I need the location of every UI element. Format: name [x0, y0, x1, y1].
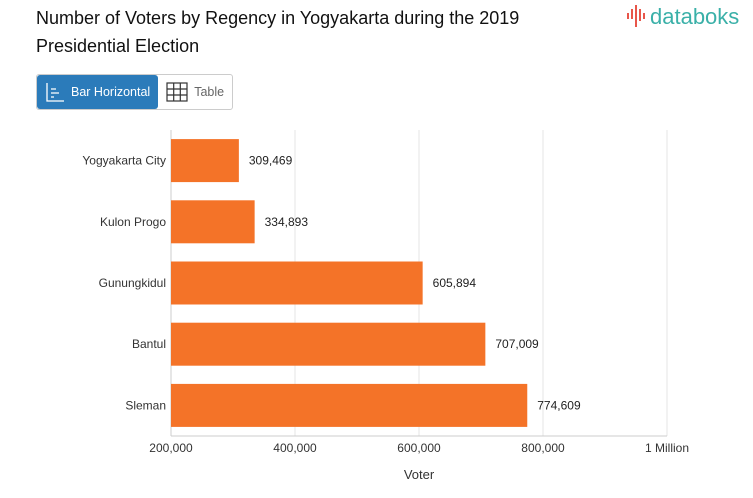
bar[interactable] [171, 200, 255, 244]
category-label: Bantul [132, 337, 166, 351]
logo-text: databoks [650, 4, 740, 29]
bar[interactable] [171, 383, 528, 427]
x-tick-label: 600,000 [397, 441, 441, 455]
table-icon [166, 82, 188, 102]
bar-horizontal-button[interactable]: Bar Horizontal [37, 75, 159, 109]
table-label: Table [194, 85, 225, 99]
data-label: 309,469 [249, 154, 293, 168]
category-label: Kulon Progo [100, 215, 166, 229]
data-label: 605,894 [433, 276, 477, 290]
x-tick-label: 200,000 [149, 441, 193, 455]
logo-bars-icon [627, 5, 645, 27]
bar[interactable] [171, 261, 423, 305]
x-axis-label: Voter [404, 467, 435, 482]
table-button[interactable]: Table [158, 75, 232, 109]
bar[interactable] [171, 139, 239, 183]
bar-horizontal-label: Bar Horizontal [71, 85, 151, 99]
category-label: Yogyakarta City [82, 154, 166, 168]
view-toggle: Bar Horizontal Table [36, 74, 234, 110]
x-tick-label: 1 Million [645, 441, 689, 455]
chart-title: Number of Voters by Regency in Yogyakart… [36, 8, 520, 56]
data-label: 707,009 [495, 337, 539, 351]
bar[interactable] [171, 322, 486, 366]
data-label: 334,893 [265, 215, 309, 229]
bar-chart-icon [46, 83, 64, 102]
category-label: Sleman [125, 398, 166, 412]
data-label: 774,609 [537, 398, 581, 412]
category-label: Gunungkidul [99, 276, 166, 290]
databoks-logo: databoks [626, 4, 739, 30]
x-tick-label: 800,000 [521, 441, 565, 455]
x-tick-label: 400,000 [273, 441, 317, 455]
